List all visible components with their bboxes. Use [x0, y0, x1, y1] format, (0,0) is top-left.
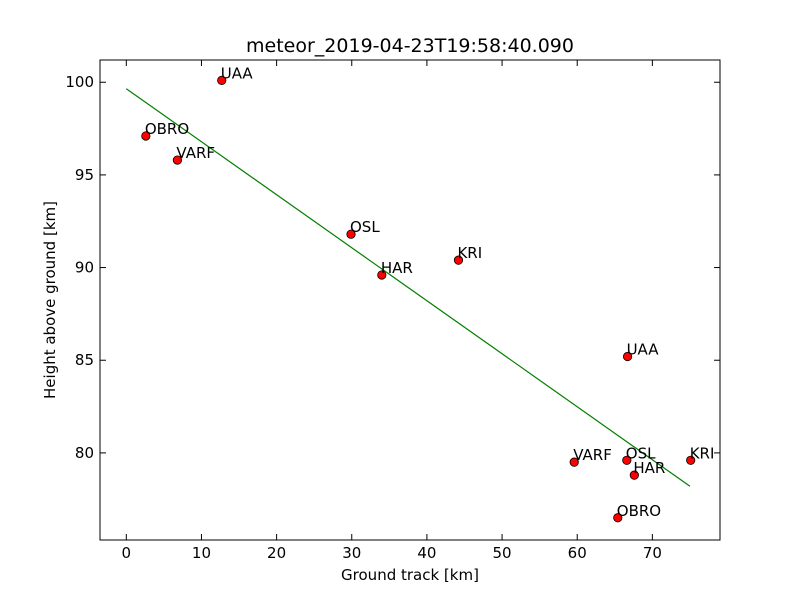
data-point: [629, 470, 639, 480]
chart-title: meteor_2019-04-23T19:58:40.090: [246, 35, 574, 57]
x-tick-label: 60: [568, 544, 587, 562]
plot-frame: [99, 59, 721, 541]
point-label: HAR: [633, 459, 665, 477]
x-tick-label: 20: [267, 544, 286, 562]
data-point: [217, 75, 227, 85]
y-tick-label: 85: [75, 351, 94, 369]
data-point: [613, 513, 623, 523]
x-tick-label: 40: [417, 544, 436, 562]
point-label: OSL: [626, 444, 656, 462]
y-axis-label: Height above ground [km]: [41, 201, 59, 399]
point-label: OSL: [350, 218, 380, 236]
point-label: UAA: [221, 64, 254, 82]
point-label: UAA: [627, 341, 660, 359]
data-point: [346, 229, 356, 239]
point-label: KRI: [457, 244, 482, 262]
x-tick-label: 50: [493, 544, 512, 562]
x-tick-label: 30: [342, 544, 361, 562]
point-label: VARF: [573, 446, 612, 464]
y-tick-label: 80: [75, 444, 94, 462]
data-point: [569, 457, 579, 467]
data-point: [453, 255, 464, 265]
data-point: [141, 131, 151, 141]
x-tick-label: 10: [192, 544, 211, 562]
y-tick-label: 95: [75, 166, 94, 184]
point-label: VARF: [176, 144, 215, 162]
y-tick-label: 90: [75, 259, 94, 277]
x-tick-label: 0: [122, 544, 132, 562]
data-point: [622, 455, 632, 465]
plot-area: [100, 60, 720, 540]
data-point: [622, 351, 633, 362]
x-tick-label: 70: [643, 544, 662, 562]
point-label: OBRO: [617, 502, 661, 520]
point-label: OBRO: [145, 120, 189, 138]
data-point: [172, 155, 183, 165]
point-label: HAR: [381, 259, 413, 277]
point-label: KRI: [690, 444, 715, 462]
fit-line: [125, 88, 691, 487]
y-tick-label: 100: [65, 73, 94, 91]
x-axis-label: Ground track [km]: [341, 566, 479, 584]
data-point: [377, 270, 387, 280]
data-point: [686, 455, 696, 465]
